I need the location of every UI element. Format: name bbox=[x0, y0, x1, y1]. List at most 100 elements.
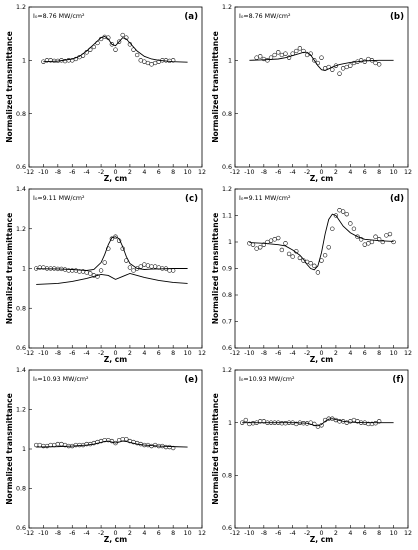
data-point bbox=[167, 268, 172, 273]
data-point bbox=[330, 226, 335, 231]
data-point bbox=[308, 261, 313, 266]
x-tick-label: -4 bbox=[290, 169, 296, 176]
data-point bbox=[391, 239, 396, 245]
x-tick-label: 0 bbox=[319, 530, 323, 537]
x-tick-label: 8 bbox=[171, 530, 175, 537]
data-point bbox=[283, 421, 288, 426]
y-axis-label: Normalized transmittance bbox=[211, 31, 220, 143]
y-tick-label: 0.8 bbox=[222, 111, 232, 118]
data-point bbox=[152, 442, 158, 448]
data-point bbox=[344, 212, 349, 217]
x-tick-label: -2 bbox=[98, 530, 104, 537]
x-axis-label: Z, cm bbox=[104, 355, 128, 364]
intensity-annotation: I₀=8.76 MW/cm² bbox=[239, 13, 291, 20]
x-tick-label: -6 bbox=[275, 530, 281, 537]
data-point bbox=[98, 268, 104, 273]
y-tick-label: 1.2 bbox=[222, 186, 232, 193]
data-point bbox=[348, 221, 353, 226]
intensity-annotation: I₀=9.11 MW/cm² bbox=[239, 195, 291, 202]
x-tick-label: -2 bbox=[304, 530, 310, 537]
panel-label: (c) bbox=[185, 194, 198, 204]
x-tick-label: 4 bbox=[348, 530, 352, 537]
data-point bbox=[340, 66, 346, 71]
data-point bbox=[351, 417, 357, 423]
x-tick-label: 12 bbox=[404, 530, 412, 537]
intensity-annotation: I₀=9.11 MW/cm² bbox=[33, 195, 85, 202]
data-point bbox=[149, 62, 154, 67]
x-tick-label: 0 bbox=[319, 169, 323, 176]
x-axis-label: Z, cm bbox=[104, 535, 128, 544]
data-point bbox=[127, 265, 133, 270]
x-tick-label: 8 bbox=[171, 169, 175, 176]
x-tick-label: -2 bbox=[304, 169, 310, 176]
data-point bbox=[243, 417, 248, 423]
x-axis-label: Z, cm bbox=[104, 174, 128, 183]
x-tick-label: -12 bbox=[24, 350, 34, 357]
data-point bbox=[113, 47, 118, 52]
x-tick-label: 4 bbox=[142, 350, 146, 357]
data-point bbox=[337, 71, 342, 76]
data-point bbox=[142, 59, 147, 64]
data-point bbox=[376, 62, 382, 67]
data-point bbox=[373, 421, 378, 426]
y-tick-label: 1 bbox=[22, 446, 26, 453]
y-axis-label: Normalized transmittance bbox=[211, 213, 220, 325]
data-point bbox=[59, 441, 64, 447]
x-tick-label: 0 bbox=[319, 350, 323, 357]
x-tick-label: 2 bbox=[334, 350, 338, 357]
data-point bbox=[134, 52, 140, 58]
y-axis-label: Normalized transmittance bbox=[5, 31, 14, 143]
data-point bbox=[279, 52, 285, 58]
x-tick-label: 10 bbox=[390, 530, 398, 537]
x-tick-label: 2 bbox=[128, 350, 132, 357]
y-tick-label: 0.6 bbox=[222, 525, 232, 532]
x-tick-label: 10 bbox=[390, 169, 398, 176]
x-tick-label: -6 bbox=[69, 530, 75, 537]
y-tick-label: 1.2 bbox=[222, 367, 232, 374]
y-tick-label: 1 bbox=[228, 239, 232, 246]
data-point bbox=[387, 231, 393, 237]
x-tick-label: 10 bbox=[184, 530, 192, 537]
y-tick-label: 1.4 bbox=[16, 367, 26, 374]
data-point bbox=[344, 64, 349, 70]
x-tick-label: 10 bbox=[184, 169, 192, 176]
fit-curve bbox=[36, 440, 188, 448]
x-tick-label: 6 bbox=[363, 350, 367, 357]
intensity-annotation: I₀=10.93 MW/cm² bbox=[239, 376, 295, 383]
x-tick-label: -6 bbox=[275, 169, 281, 176]
data-point bbox=[276, 235, 281, 241]
fit-curve bbox=[242, 418, 394, 427]
x-tick-label: -12 bbox=[24, 169, 34, 176]
data-point bbox=[319, 258, 324, 263]
data-point bbox=[124, 436, 129, 442]
data-point bbox=[254, 55, 259, 60]
x-tick-label: -4 bbox=[84, 169, 90, 176]
fit-curve bbox=[249, 51, 394, 71]
x-tick-label: 12 bbox=[404, 350, 412, 357]
data-point bbox=[247, 241, 252, 246]
x-tick-label: 6 bbox=[157, 530, 161, 537]
plot-frame bbox=[28, 369, 203, 529]
data-point bbox=[362, 242, 367, 247]
plot-frame bbox=[234, 6, 409, 168]
data-point bbox=[366, 241, 371, 246]
x-tick-label: -4 bbox=[290, 530, 296, 537]
y-tick-label: 1.2 bbox=[16, 407, 26, 414]
data-point bbox=[258, 245, 263, 250]
y-tick-label: 0.6 bbox=[222, 164, 232, 171]
x-tick-label: -12 bbox=[24, 530, 34, 537]
x-tick-label: -12 bbox=[230, 350, 240, 357]
x-axis-label: Z, cm bbox=[310, 535, 334, 544]
data-point bbox=[261, 56, 267, 62]
x-tick-label: 2 bbox=[334, 530, 338, 537]
x-tick-label: -10 bbox=[244, 169, 254, 176]
data-point bbox=[41, 443, 46, 449]
data-point bbox=[254, 246, 259, 251]
y-tick-label: 0.9 bbox=[222, 266, 232, 273]
x-tick-label: -12 bbox=[230, 169, 240, 176]
x-tick-label: -4 bbox=[84, 350, 90, 357]
y-tick-label: 1 bbox=[228, 420, 232, 427]
data-point bbox=[297, 46, 303, 51]
x-tick-label: 4 bbox=[348, 350, 352, 357]
data-point bbox=[73, 442, 79, 448]
